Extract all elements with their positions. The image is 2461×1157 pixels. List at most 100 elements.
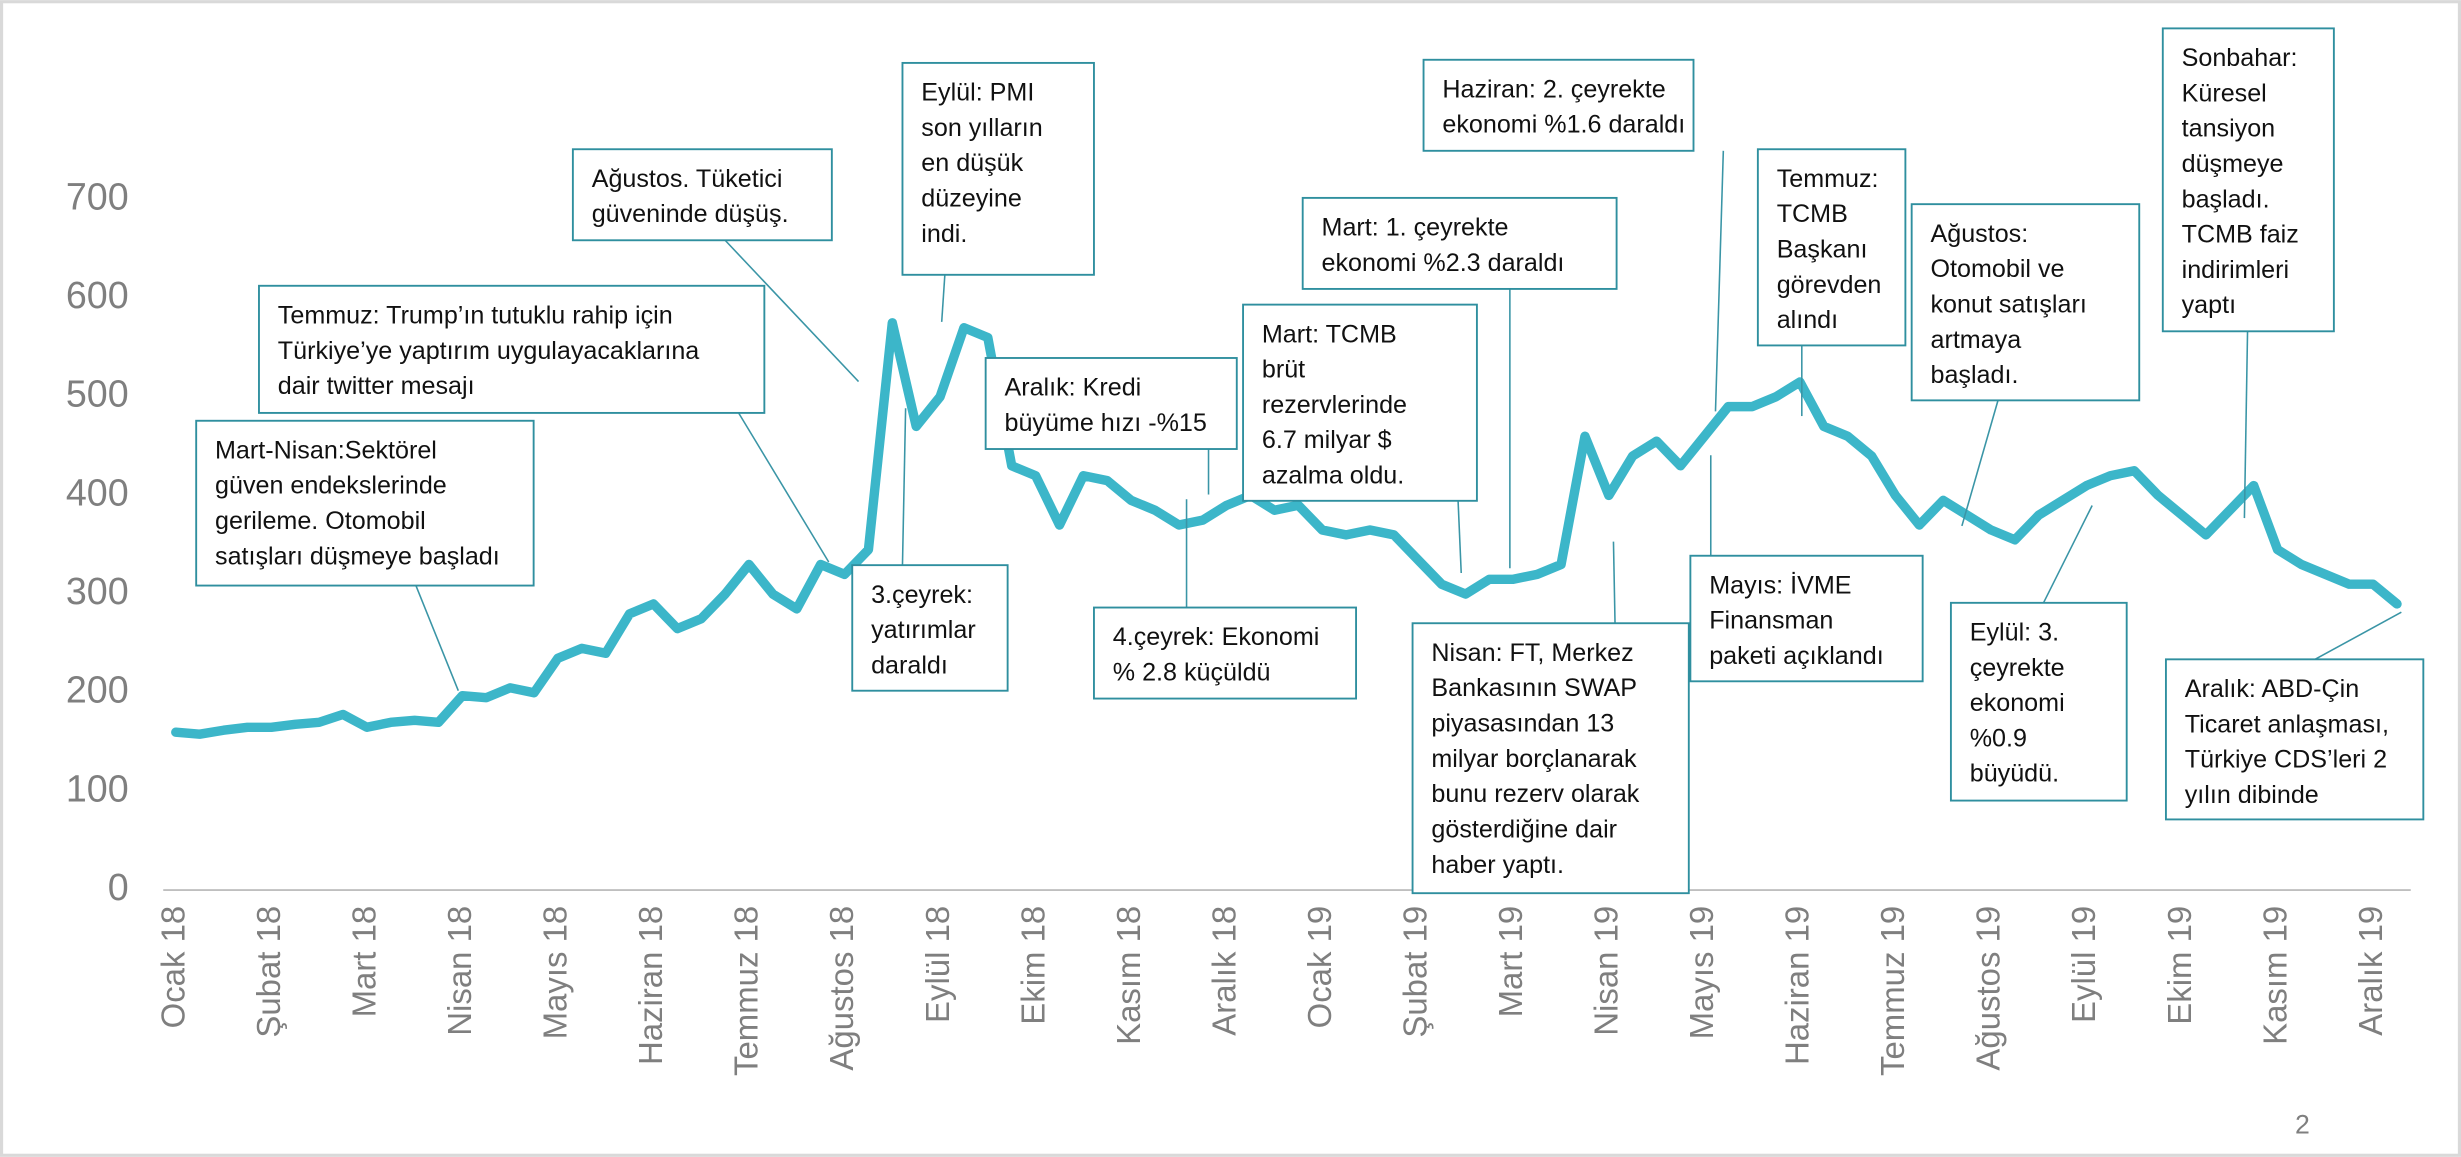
x-tick-label: Haziran 18 [632,906,669,1065]
annotation-text: % 2.8 küçüldü [1113,659,1271,687]
annotation-text: 3.çeyrek: [871,581,973,609]
annotation-box [1093,606,1358,700]
annotation-text: indi. [921,220,967,248]
annotation-text: azalma oldu. [1262,462,1404,490]
annotation-text: güveninde düşüş. [592,200,789,228]
y-tick-label: 700 [66,175,129,217]
annotation-text: daraldı [871,651,948,679]
annotation-box [1411,622,1690,895]
cds-line [171,318,2402,739]
x-tick-label: Mart 19 [1492,906,1529,1018]
annotation-text: görevden [1777,271,1882,299]
annotation-leader [2243,331,2249,519]
annotation-text: Eylül: 3. [1970,618,2059,646]
annotation-leader [1457,500,1463,574]
x-tick-label: Kasım 18 [1110,906,1147,1045]
annotation-text: Nisan: FT, Merkez [1431,639,1633,667]
annotation-text: Mayıs: İVME [1709,570,1851,599]
annotation-box [2164,658,2425,821]
annotation-text: Mart: TCMB [1262,320,1397,348]
annotation-text: Finansman [1709,607,1833,635]
annotation-text: Aralık: ABD-Çin [2185,675,2359,703]
x-tick-label: Ocak 18 [154,906,191,1029]
annotation-text: Eylül: PMI [921,79,1034,107]
x-tick-label: Haziran 19 [1779,906,1816,1065]
annotation-text: gerileme. Otomobil [215,507,426,535]
annotation-text: en düşük [921,149,1023,177]
annotation-text: yılın dibinde [2185,781,2319,809]
annotation-leader [940,274,946,322]
x-tick-label: Temmuz 19 [1874,906,1911,1076]
y-tick-label: 400 [66,471,129,513]
annotation-text: konut satışları [1931,290,2087,318]
annotation-text: 4.çeyrek: Ekonomi [1113,623,1320,651]
annotation-box [1756,148,1907,347]
x-tick-label: Temmuz 18 [728,906,765,1076]
y-tick-label: 600 [66,274,129,316]
annotation-box [984,357,1238,450]
x-tick-label: Mayıs 18 [537,906,574,1040]
x-tick-label: Mayıs 19 [1683,906,1720,1040]
annotation-text: Sonbahar: [2182,44,2298,72]
annotation-text: başladı. [1931,361,2019,389]
annotation-text: çeyrekte [1970,654,2065,682]
annotation-text: ekonomi %1.6 daraldı [1442,111,1685,139]
x-tick-label: Ocak 19 [1301,906,1338,1029]
annotation-text: Ticaret anlaşması, [2185,710,2389,738]
annotation-leader [2042,505,2093,604]
annotation-leader [1612,541,1616,624]
annotation-box [1910,203,2141,402]
annotation-text: TCMB faiz [2182,221,2299,249]
x-tick-label: Ekim 18 [1014,906,1051,1025]
annotation-leader [2314,611,2402,661]
annotation-text: Küresel [2182,79,2267,107]
annotation-text: büyüdü. [1970,760,2059,788]
annotation-box [1422,58,1695,152]
annotation-text: başladı. [2182,185,2270,213]
annotation-text: düşmeye [2182,150,2284,178]
annotation-text: Haziran: 2. çeyrekte [1442,75,1665,103]
x-tick-label: Ağustos 18 [823,906,860,1071]
annotation-text: rezervlerinde [1262,391,1407,419]
annotation-box [195,419,535,587]
annotation-text: paketi açıklandı [1709,642,1883,670]
annotation-text: Başkanı [1777,236,1868,264]
annotation-leader [724,239,860,383]
annotation-text: milyar borçlanarak [1431,745,1637,773]
annotation-leader [1961,400,1999,527]
annotation-box [1689,554,1924,683]
x-tick-label: Şubat 18 [250,906,287,1038]
annotation-text: yatırımlar [871,616,976,644]
annotation-text: ekonomi %2.3 daraldı [1322,249,1565,277]
annotation-text: Temmuz: Trump’ın tutuklu rahip için [278,301,673,329]
x-tick-label: Nisan 18 [441,906,478,1036]
x-tick-label: Aralık 18 [1205,906,1242,1036]
annotation-leader [901,408,907,566]
annotation-box [1301,196,1618,290]
annotation-leader [737,410,830,563]
annotation-text: tansiyon [2182,115,2276,143]
annotation-text: düzeyine [921,185,1022,213]
annotation-text: haber yaptı. [1431,851,1564,879]
annotation-text: Aralık: Kredi [1004,374,1141,402]
annotation-text: son yılların [921,114,1042,142]
annotation-text: Mart-Nisan:Sektörel [215,436,437,464]
annotation-text: TCMB [1777,200,1848,228]
annotation-text: Bankasının SWAP [1431,674,1637,702]
annotation-text: yaptı [2182,291,2236,319]
x-tick-label: Kasım 19 [2256,906,2293,1045]
annotation-text: Ağustos. Tüketici [592,165,783,193]
x-tick-label: Eylül 18 [919,906,956,1023]
annotation-box [851,564,1009,692]
y-tick-label: 0 [108,866,129,908]
annotation-text: 6.7 milyar $ [1262,426,1392,454]
y-tick-label: 200 [66,669,129,711]
annotation-box [1242,303,1478,502]
annotation-box [901,61,1095,276]
annotation-text: brüt [1262,356,1305,384]
annotation-text: Ağustos: [1931,220,2029,248]
page-number: 2 [2295,1109,2310,1139]
annotation-box [258,284,766,414]
